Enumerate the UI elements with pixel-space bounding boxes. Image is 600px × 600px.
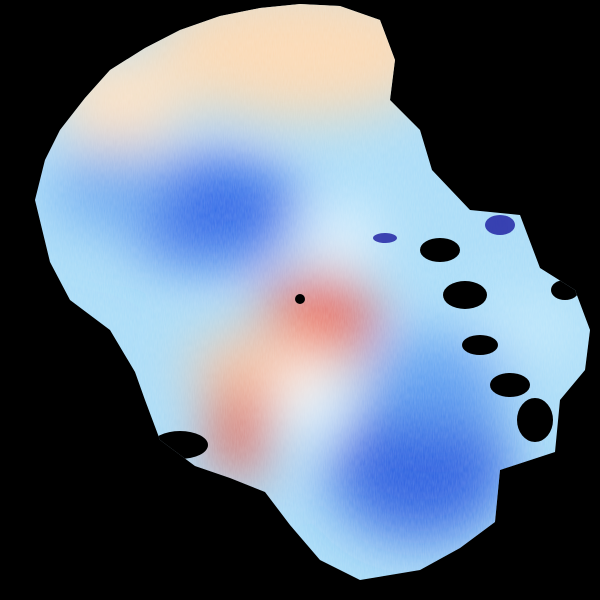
- folded-cells: [373, 215, 515, 243]
- radar-site: [295, 294, 305, 304]
- no-data-gaps: [152, 238, 579, 459]
